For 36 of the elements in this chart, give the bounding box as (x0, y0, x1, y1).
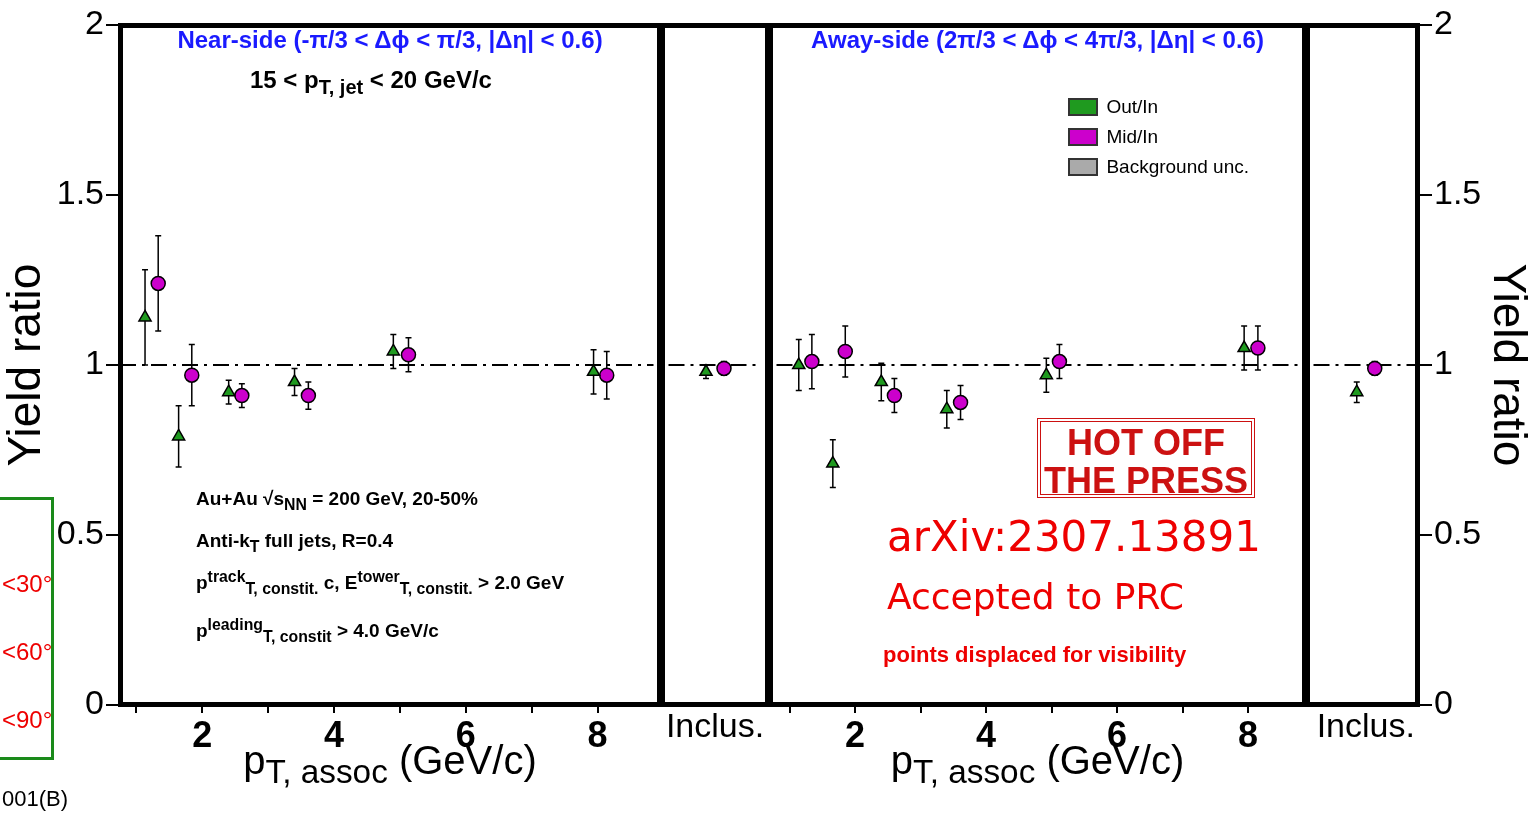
annotation: p$^{track}$$_{T, constit.}$ c, E$^{tower}$$_{T, constit.}$ > 2.0 GeV (196, 568, 565, 599)
annotation: Background unc. (1106, 156, 1249, 178)
y-tick-label: 2 (85, 3, 104, 42)
y-axis-title: Yield ratio (0, 263, 51, 467)
text: <90° (2, 706, 53, 734)
y-tick-label: 1 (85, 343, 104, 382)
annotation: Away-side (2π/3 < Δϕ < 4π/3, |Δη| < 0.6) (810, 26, 1265, 54)
legend-label: Mid/In (1106, 126, 1159, 148)
text: 001(B) (2, 786, 69, 812)
text: <30° (2, 570, 53, 598)
y-tick-label: 1 (1434, 343, 1453, 382)
annotation: Au+Au √s$_{NN}$ = 200 GeV, 20-50% (196, 488, 478, 514)
annotation: Anti-k$_{T}$ full jets, R=0.4 (196, 530, 394, 556)
y-tick-label: 1.5 (1434, 173, 1482, 212)
x-tick-label: 2 (192, 713, 213, 755)
y-tick-label: 0.5 (56, 513, 104, 552)
annotation: p$^{leading}$$_{T, constit}$ > 4.0 GeV/c (196, 616, 439, 647)
y-tick-label: 0 (1434, 683, 1453, 722)
x-tick-label: 8 (1238, 713, 1259, 755)
x-tick-label: 8 (587, 713, 608, 755)
y-tick-label: 1.5 (56, 173, 104, 212)
y-axis-title: Yield ratio (1483, 263, 1534, 467)
annotation: arXiv:2307.13891 (887, 512, 1262, 561)
y-tick-label: 2 (1434, 3, 1453, 42)
x-tick-label: Inclus. (1316, 706, 1415, 745)
annotation: Accepted to PRC (887, 576, 1184, 617)
x-tick-label: 2 (845, 713, 866, 755)
annotation: points displaced for visibility (883, 642, 1187, 668)
annotation: Near-side (-π/3 < Δϕ < π/3, |Δη| < 0.6) (176, 26, 604, 54)
y-tick-label: 0 (85, 683, 104, 722)
y-tick-label: 0.5 (1434, 513, 1482, 552)
x-tick-label: Inclus. (665, 706, 765, 745)
legend-label: Out/In (1106, 96, 1159, 118)
annotation: 15 < p$_{T, jet}$ < 20 GeV/c (250, 66, 492, 99)
annotation: HOT OFF THE PRESS (1037, 418, 1255, 501)
text: <60° (2, 638, 53, 666)
